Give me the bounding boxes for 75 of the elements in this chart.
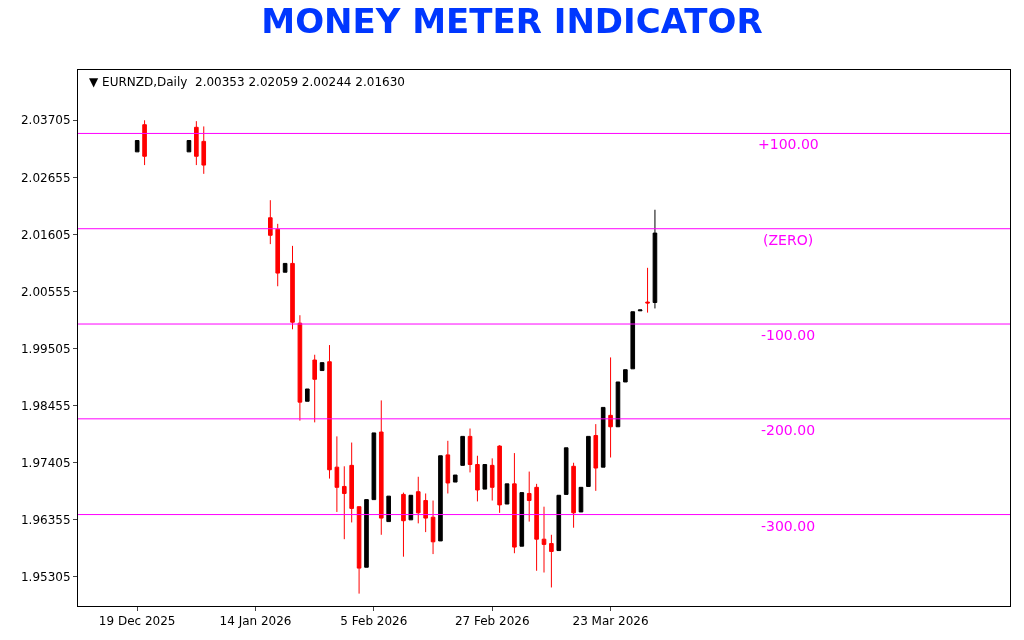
candlestick	[415, 476, 421, 524]
y-tick-label: 2.02655	[20, 170, 71, 185]
candlestick	[526, 471, 532, 523]
x-tick-label: 23 Mar 2026	[572, 614, 649, 629]
y-tick-label: 1.99505	[20, 341, 71, 356]
candlestick	[290, 245, 295, 330]
candlestick	[327, 344, 332, 480]
y-tick-label: 1.97405	[20, 455, 71, 470]
y-tick-label: 1.96355	[20, 513, 71, 528]
candlestick	[438, 455, 443, 542]
candlestick	[497, 444, 502, 514]
x-tick-label: 14 Jan 2026	[219, 614, 292, 629]
candlestick	[452, 474, 458, 483]
candlestick	[652, 209, 658, 309]
x-tick-label: 27 Feb 2026	[454, 614, 530, 629]
candlestick	[268, 199, 273, 245]
text: ▼ EURNZD,Daily 2.00353 2.02059 2.00244 2.01630	[89, 75, 405, 89]
candlestick	[408, 494, 414, 521]
candlestick	[134, 140, 140, 153]
candlestick	[593, 423, 599, 492]
candlestick	[194, 120, 199, 166]
candlestick	[304, 388, 310, 402]
candlestick	[541, 506, 547, 574]
y-tick-label: 2.01605	[20, 227, 71, 242]
candlestick	[142, 119, 147, 166]
candlestick	[319, 362, 325, 372]
candlestick	[378, 399, 384, 536]
y-tick-label: 1.95305	[20, 570, 71, 585]
candlestick	[186, 140, 192, 153]
candlestick	[282, 262, 288, 273]
candlestick	[371, 432, 377, 501]
candlestick	[356, 506, 362, 595]
candlestick	[586, 435, 591, 487]
annotation: -100.00	[761, 327, 816, 343]
x-tick-label: 5 Feb 2026	[340, 614, 408, 629]
candlestick	[608, 356, 613, 458]
y-tick-label: 1.98455	[20, 398, 71, 413]
annotation: (ZERO)	[763, 232, 814, 248]
candlestick	[334, 435, 340, 513]
candlestick	[623, 369, 628, 383]
candlestick	[423, 492, 428, 533]
candlestick	[341, 465, 347, 540]
annotation: -300.00	[761, 518, 816, 534]
candlestick	[401, 492, 406, 558]
candlestick	[386, 495, 391, 523]
candlestick	[430, 500, 436, 555]
annotation: +100.00	[758, 136, 819, 152]
y-tick-label: 2.03705	[20, 113, 71, 128]
candlestick	[445, 440, 451, 494]
candlestick	[297, 314, 303, 422]
candlestick	[563, 447, 569, 495]
candlestick	[475, 455, 480, 502]
x-tick-label: 19 Dec 2025	[98, 614, 176, 629]
y-tick-label: 2.00555	[20, 284, 71, 299]
chart-title: MONEY METER INDICATOR	[261, 1, 763, 42]
candlestick	[201, 125, 207, 175]
candlestick	[275, 223, 281, 287]
candlestick	[489, 457, 495, 502]
candlestick	[519, 492, 525, 547]
candlestick	[645, 267, 650, 314]
candlestick	[312, 354, 318, 423]
candlestick	[482, 464, 488, 490]
candlestick	[600, 406, 606, 468]
candlestick	[467, 428, 473, 473]
candlestick	[364, 499, 369, 568]
candlestick	[549, 534, 554, 588]
candlestick	[349, 442, 354, 523]
annotation: -200.00	[761, 422, 816, 438]
candlestick	[630, 311, 636, 370]
candlestick	[571, 462, 576, 529]
candlestick	[637, 309, 643, 312]
candlestick	[460, 435, 465, 466]
candlestick	[534, 483, 539, 572]
candlestick	[556, 494, 562, 552]
candlestick	[512, 452, 517, 554]
